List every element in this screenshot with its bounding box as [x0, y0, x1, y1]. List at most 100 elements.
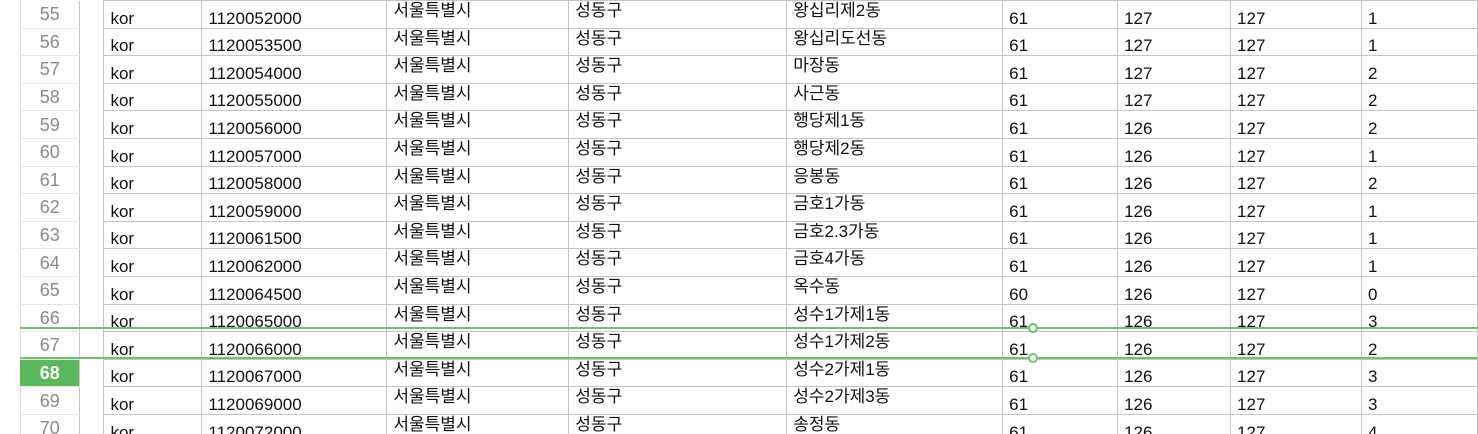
- table-cell[interactable]: 61: [1002, 137, 1119, 167]
- blank-column-cell[interactable]: [79, 0, 105, 29]
- table-cell[interactable]: 1120059000: [201, 193, 388, 222]
- table-cell[interactable]: 성동구: [568, 303, 788, 333]
- table-cell[interactable]: 성수2가제1동: [786, 358, 1004, 388]
- table-row[interactable]: 58 kor 1120055000 서울특별시 성동구 사근동 61 127 127 2: [20, 82, 1478, 112]
- table-cell[interactable]: 1120058000: [201, 165, 388, 195]
- blank-column-cell[interactable]: [79, 221, 105, 249]
- table-row[interactable]: 68 kor 1120067000 서울특별시 성동구 성수2가제1동 61 126 127 3: [20, 358, 1478, 388]
- table-cell[interactable]: 1120057000: [201, 137, 388, 167]
- table-cell[interactable]: 127: [1230, 55, 1362, 84]
- table-cell[interactable]: 성동구: [568, 220, 788, 250]
- table-cell[interactable]: 61: [1002, 55, 1119, 84]
- table-row[interactable]: 65 kor 1120064500 서울특별시 성동구 옥수동 60 126 127 0: [20, 275, 1478, 305]
- table-cell[interactable]: 126: [1117, 248, 1232, 277]
- table-cell[interactable]: 성수2가제3동: [786, 386, 1004, 415]
- table-cell[interactable]: kor: [103, 27, 203, 57]
- table-cell[interactable]: 서울특별시: [386, 165, 570, 195]
- table-cell[interactable]: 127: [1230, 27, 1362, 57]
- table-cell[interactable]: 1: [1360, 193, 1478, 222]
- table-cell[interactable]: 1120053500: [201, 27, 388, 57]
- blank-column-cell[interactable]: [79, 83, 105, 111]
- table-cell[interactable]: 성동구: [568, 165, 788, 195]
- row-header[interactable]: 67: [20, 331, 81, 360]
- table-cell[interactable]: 2: [1360, 331, 1478, 360]
- table-cell[interactable]: 서울특별시: [386, 55, 570, 84]
- table-row[interactable]: 63 kor 1120061500 서울특별시 성동구 금호2.3가동 61 126 127 1: [20, 220, 1478, 250]
- table-cell[interactable]: 서울특별시: [386, 220, 570, 250]
- table-cell[interactable]: 왕십리도선동: [786, 27, 1004, 57]
- table-cell[interactable]: 1120056000: [201, 110, 388, 139]
- blank-column-cell[interactable]: [79, 359, 105, 387]
- table-cell[interactable]: 성동구: [568, 82, 788, 112]
- table-cell[interactable]: 61: [1002, 110, 1119, 139]
- table-row[interactable]: 70 kor 1120072000 서울특별시 성동구 송정동 61 126 127 4: [20, 413, 1478, 434]
- table-cell[interactable]: kor: [103, 0, 203, 29]
- table-cell[interactable]: 127: [1230, 413, 1362, 434]
- row-header[interactable]: 68: [20, 359, 81, 388]
- blank-column-cell[interactable]: [79, 28, 105, 56]
- table-cell[interactable]: 서울특별시: [386, 0, 570, 29]
- blank-column-cell[interactable]: [79, 110, 105, 139]
- table-cell[interactable]: 3: [1360, 303, 1478, 333]
- table-cell[interactable]: 127: [1230, 248, 1362, 277]
- table-cell[interactable]: kor: [103, 193, 203, 222]
- table-cell[interactable]: 4: [1360, 413, 1478, 434]
- table-cell[interactable]: 서울특별시: [386, 303, 570, 333]
- table-cell[interactable]: kor: [103, 165, 203, 195]
- table-cell[interactable]: 126: [1117, 275, 1232, 305]
- table-cell[interactable]: 127: [1230, 275, 1362, 305]
- table-cell[interactable]: 금호1가동: [786, 193, 1004, 222]
- table-cell[interactable]: 60: [1002, 275, 1119, 305]
- table-cell[interactable]: 성동구: [568, 55, 788, 84]
- table-cell[interactable]: 127: [1230, 137, 1362, 167]
- table-cell[interactable]: 61: [1002, 358, 1119, 388]
- table-cell[interactable]: 126: [1117, 386, 1232, 415]
- table-cell[interactable]: 사근동: [786, 82, 1004, 112]
- blank-column-cell[interactable]: [79, 193, 105, 222]
- table-row[interactable]: 55 kor 1120052000 서울특별시 성동구 왕십리제2동 61 127 127 1: [20, 0, 1478, 29]
- blank-column-cell[interactable]: [79, 166, 105, 194]
- table-row[interactable]: 64 kor 1120062000 서울특별시 성동구 금호4가동 61 126 127 1: [20, 248, 1478, 277]
- table-cell[interactable]: 127: [1117, 82, 1232, 112]
- table-cell[interactable]: 1120054000: [201, 55, 388, 84]
- table-row[interactable]: 67 kor 1120066000 서울특별시 성동구 성수1가제2동 61 126 127 2: [20, 331, 1478, 360]
- table-cell[interactable]: 성수1가제2동: [786, 331, 1004, 360]
- table-cell[interactable]: 서울특별시: [386, 193, 570, 222]
- table-cell[interactable]: 2: [1360, 55, 1478, 84]
- table-cell[interactable]: 1120066000: [201, 331, 388, 360]
- table-cell[interactable]: 126: [1117, 165, 1232, 195]
- table-cell[interactable]: 127: [1230, 220, 1362, 250]
- row-header[interactable]: 69: [20, 386, 81, 415]
- table-cell[interactable]: 1120052000: [201, 0, 388, 29]
- table-cell[interactable]: 옥수동: [786, 275, 1004, 305]
- table-cell[interactable]: 127: [1230, 386, 1362, 415]
- table-cell[interactable]: 1120069000: [201, 386, 388, 415]
- blank-column-cell[interactable]: [79, 55, 105, 84]
- table-cell[interactable]: kor: [103, 137, 203, 167]
- blank-column-cell[interactable]: [79, 331, 105, 360]
- table-cell[interactable]: 61: [1002, 331, 1119, 360]
- table-cell[interactable]: 1120065000: [201, 303, 388, 333]
- table-cell[interactable]: 126: [1117, 413, 1232, 434]
- table-cell[interactable]: 응봉동: [786, 165, 1004, 195]
- table-cell[interactable]: 61: [1002, 0, 1119, 29]
- table-cell[interactable]: 1120067000: [201, 358, 388, 388]
- table-row[interactable]: 59 kor 1120056000 서울특별시 성동구 행당제1동 61 126 127 2: [20, 110, 1478, 139]
- table-cell[interactable]: 금호2.3가동: [786, 220, 1004, 250]
- table-cell[interactable]: 서울특별시: [386, 413, 570, 434]
- table-cell[interactable]: 2: [1360, 165, 1478, 195]
- table-cell[interactable]: 성동구: [568, 358, 788, 388]
- table-cell[interactable]: 서울특별시: [386, 248, 570, 277]
- table-cell[interactable]: 3: [1360, 358, 1478, 388]
- table-cell[interactable]: kor: [103, 413, 203, 434]
- row-header[interactable]: 59: [20, 110, 81, 139]
- table-row[interactable]: 56 kor 1120053500 서울특별시 성동구 왕십리도선동 61 127 127 1: [20, 27, 1478, 57]
- table-cell[interactable]: 성동구: [568, 110, 788, 139]
- blank-column-cell[interactable]: [79, 276, 105, 305]
- table-cell[interactable]: 127: [1117, 0, 1232, 29]
- table-cell[interactable]: 성동구: [568, 137, 788, 167]
- table-cell[interactable]: 127: [1230, 0, 1362, 29]
- table-cell[interactable]: 성동구: [568, 248, 788, 277]
- table-cell[interactable]: 127: [1230, 331, 1362, 360]
- table-cell[interactable]: kor: [103, 55, 203, 84]
